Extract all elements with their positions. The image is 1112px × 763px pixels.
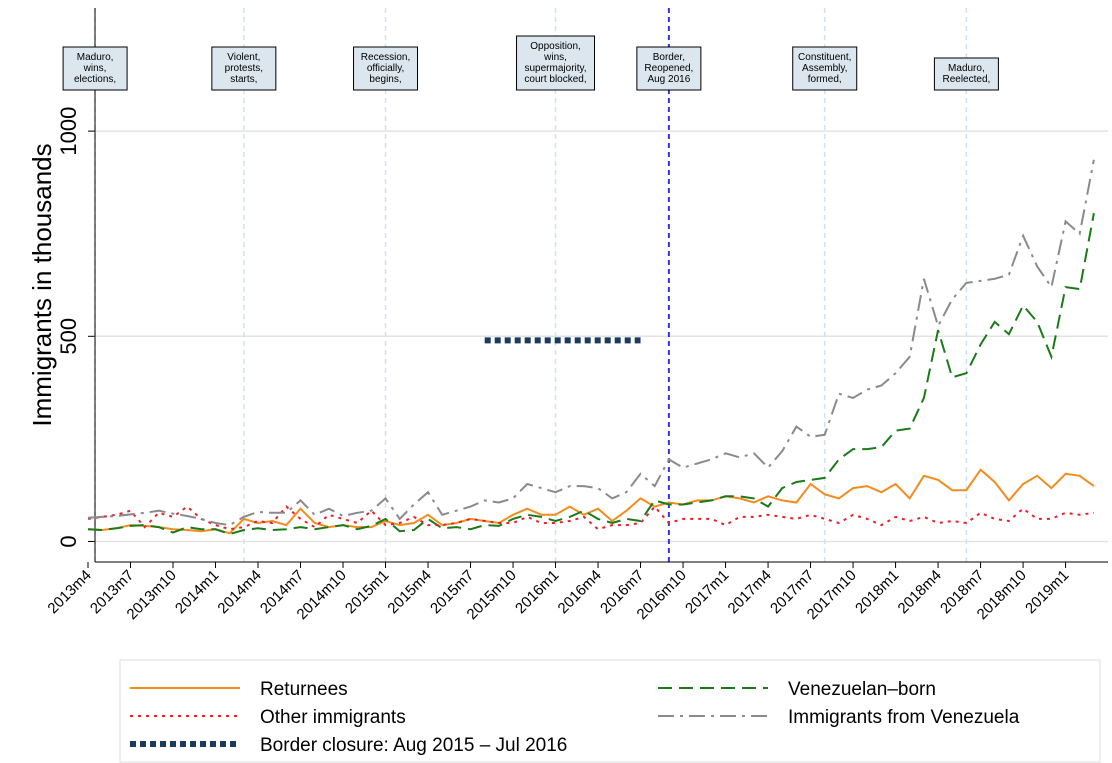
event-box bbox=[636, 46, 702, 91]
event-text: Reopened, bbox=[644, 63, 693, 74]
event-box bbox=[933, 57, 999, 91]
legend-label: Returnees bbox=[260, 679, 348, 700]
y-tick-label: 0 bbox=[56, 535, 81, 547]
event-box bbox=[211, 46, 277, 91]
event-text: Recession, bbox=[361, 52, 410, 63]
event-box bbox=[792, 46, 858, 91]
event-box bbox=[353, 46, 419, 91]
legend-label: Border closure: Aug 2015 – Jul 2016 bbox=[260, 735, 567, 756]
event-box bbox=[62, 46, 128, 91]
series-line bbox=[87, 159, 1095, 527]
event-text: Aug 2016 bbox=[647, 74, 690, 85]
event-annotation: Opposition,wins,supermajority,court bloc… bbox=[516, 35, 596, 91]
x-tick-label: 2016m1 bbox=[512, 567, 562, 617]
event-box bbox=[516, 35, 596, 91]
event-text: starts, bbox=[230, 74, 257, 85]
event-text: begins, bbox=[369, 74, 401, 85]
event-text: Maduro, bbox=[77, 52, 114, 63]
legend-label: Venezuelan–born bbox=[788, 679, 936, 700]
x-tick-label: 2018m4 bbox=[895, 567, 945, 617]
event-annotation: Violent,protests,starts, bbox=[211, 46, 277, 91]
event-text: wins, bbox=[83, 63, 107, 74]
x-tick-label: 2013m4 bbox=[44, 567, 94, 617]
event-text: officially, bbox=[367, 63, 404, 74]
y-axis-title: Immigrants in thousands bbox=[27, 143, 57, 426]
legend-box bbox=[119, 659, 1101, 763]
x-tick-label: 2014m4 bbox=[214, 567, 264, 617]
event-annotation: Border,Reopened,Aug 2016 bbox=[636, 46, 702, 91]
x-tick-label: 2015m4 bbox=[384, 567, 434, 617]
event-text: Maduro, bbox=[948, 63, 985, 74]
event-text: Assembly, bbox=[802, 63, 847, 74]
event-text: wins, bbox=[543, 52, 567, 63]
event-annotation: Maduro,wins,elections, bbox=[62, 46, 128, 91]
event-text: formed, bbox=[808, 74, 842, 85]
x-tick-label: 2017m1 bbox=[682, 567, 732, 617]
y-tick-label: 500 bbox=[56, 318, 81, 355]
x-tick-label: 2016m4 bbox=[555, 567, 605, 617]
event-annotation: Maduro,Reelected, bbox=[933, 57, 999, 91]
x-tick-label: 2017m4 bbox=[725, 567, 775, 617]
event-annotation: Recession,officially,begins, bbox=[353, 46, 419, 91]
event-text: court blocked, bbox=[524, 74, 586, 85]
series-line bbox=[87, 505, 1095, 531]
legend-label: Immigrants from Venezuela bbox=[788, 707, 1020, 728]
event-text: Border, bbox=[653, 52, 685, 63]
legend-label: Other immigrants bbox=[260, 707, 406, 728]
series-line bbox=[87, 213, 1095, 536]
event-annotation: Constituent,Assembly,formed, bbox=[792, 46, 858, 91]
x-tick-label: 2015m1 bbox=[342, 567, 392, 617]
event-text: Reelected, bbox=[942, 74, 990, 85]
x-tick-label: 2018m1 bbox=[852, 567, 902, 617]
event-text: protests, bbox=[225, 63, 263, 74]
x-tick-label: 2014m1 bbox=[172, 567, 222, 617]
event-text: Opposition, bbox=[530, 41, 581, 52]
event-text: Constituent, bbox=[798, 52, 851, 63]
event-text: supermajority, bbox=[525, 63, 587, 74]
y-tick-label: 1000 bbox=[56, 107, 81, 156]
x-tick-label: 2019m1 bbox=[1022, 567, 1072, 617]
event-text: elections, bbox=[74, 74, 116, 85]
event-text: Violent, bbox=[227, 52, 260, 63]
